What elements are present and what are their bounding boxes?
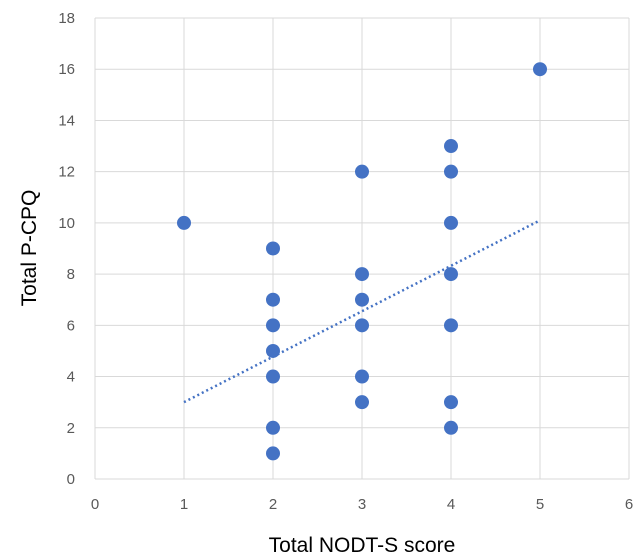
data-point (355, 395, 369, 410)
x-tick-label: 2 (269, 496, 277, 513)
data-point (444, 420, 458, 435)
y-tick-label: 18 (58, 10, 75, 27)
data-point (444, 215, 458, 230)
x-tick-label: 6 (625, 496, 633, 513)
data-point (266, 292, 280, 307)
data-point (266, 241, 280, 256)
y-tick-label: 12 (58, 164, 75, 181)
data-point (355, 292, 369, 307)
trendline (183, 219, 541, 404)
y-tick-label: 10 (58, 215, 75, 232)
data-point (266, 446, 280, 461)
data-point (266, 318, 280, 333)
y-axis-ticks: 0 2 4 6 8 10 12 14 16 18 (58, 10, 75, 488)
data-point (266, 420, 280, 435)
data-points (177, 62, 547, 461)
data-point (444, 164, 458, 179)
data-point (355, 369, 369, 384)
data-point (355, 318, 369, 333)
x-axis-ticks: 0 1 2 3 4 5 6 (91, 496, 633, 513)
x-axis-title: Total NODT-S score (269, 534, 456, 557)
y-tick-label: 14 (58, 112, 75, 129)
data-point (355, 164, 369, 179)
y-tick-label: 16 (58, 61, 75, 78)
data-point (444, 139, 458, 154)
y-tick-label: 8 (67, 266, 75, 283)
data-point (266, 343, 280, 358)
x-tick-label: 4 (447, 496, 455, 513)
x-tick-label: 0 (91, 496, 99, 513)
y-tick-label: 0 (67, 471, 75, 488)
gridlines (94, 17, 630, 480)
data-point (533, 62, 547, 77)
data-point (355, 267, 369, 282)
x-tick-label: 5 (536, 496, 544, 513)
x-tick-label: 1 (180, 496, 188, 513)
y-tick-label: 4 (67, 369, 75, 386)
y-tick-label: 6 (67, 317, 75, 334)
data-point (444, 267, 458, 282)
y-tick-label: 2 (67, 420, 75, 437)
data-point (444, 395, 458, 410)
data-point (266, 369, 280, 384)
data-point (444, 318, 458, 333)
x-tick-label: 3 (358, 496, 366, 513)
y-axis-title: Total P-CPQ (18, 190, 41, 307)
data-point (177, 215, 191, 230)
